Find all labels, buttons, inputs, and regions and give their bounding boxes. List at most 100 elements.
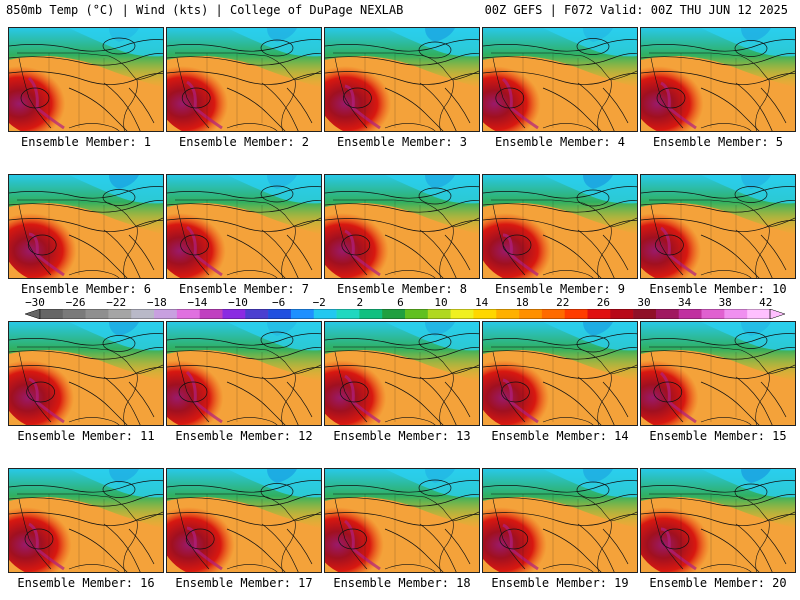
colorbar-swatch xyxy=(747,309,771,319)
colorbar-swatch xyxy=(541,309,565,319)
colorbar-swatch xyxy=(701,309,725,319)
colorbar-swatch xyxy=(633,309,657,319)
colorbar-swatch xyxy=(587,309,611,319)
temperature-map-image xyxy=(167,469,321,572)
ensemble-member-label: Ensemble Member: 13 xyxy=(333,429,471,443)
ensemble-member-label: Ensemble Member: 5 xyxy=(652,135,784,149)
temperature-map-image xyxy=(483,175,637,278)
ensemble-member-map xyxy=(324,468,480,573)
temperature-map-image xyxy=(641,28,795,131)
colorbar-tick-label: −14 xyxy=(187,296,208,309)
ensemble-member-map xyxy=(8,174,164,279)
ensemble-member-label: Ensemble Member: 9 xyxy=(494,282,626,296)
colorbar-swatch xyxy=(131,309,155,319)
temperature-map-image xyxy=(483,28,637,131)
ensemble-member-map xyxy=(8,27,164,132)
ensemble-member-label: Ensemble Member: 18 xyxy=(333,576,471,590)
ensemble-member-label: Ensemble Member: 15 xyxy=(649,429,787,443)
ensemble-member-label: Ensemble Member: 20 xyxy=(649,576,787,590)
ensemble-member-map xyxy=(166,174,322,279)
colorbar-tick-label: 22 xyxy=(556,296,570,309)
colorbar-tick-label: −10 xyxy=(228,296,248,309)
temperature-map-image xyxy=(641,322,795,425)
colorbar-swatch xyxy=(678,309,702,319)
ensemble-member-map xyxy=(324,174,480,279)
colorbar-tick-label: −2 xyxy=(312,296,326,309)
ensemble-member-label: Ensemble Member: 7 xyxy=(178,282,310,296)
temperature-map-image xyxy=(167,175,321,278)
ensemble-member-map xyxy=(8,468,164,573)
colorbar-swatch xyxy=(313,309,337,319)
colorbar-tick-label: 42 xyxy=(759,296,773,309)
temperature-map-image xyxy=(325,175,479,278)
ensemble-member-label: Ensemble Member: 12 xyxy=(175,429,313,443)
ensemble-member-map xyxy=(166,27,322,132)
temperature-map-image xyxy=(9,28,163,131)
colorbar-swatch xyxy=(336,309,360,319)
temperature-map-image xyxy=(641,175,795,278)
colorbar-swatch xyxy=(496,309,520,319)
colorbar-swatch xyxy=(290,309,315,319)
ensemble-member-map xyxy=(482,27,638,132)
ensemble-member-label: Ensemble Member: 16 xyxy=(17,576,155,590)
colorbar-tick-label: −30 xyxy=(25,296,45,309)
colorbar-tick-label: −18 xyxy=(146,296,167,309)
ensemble-member-label: Ensemble Member: 3 xyxy=(336,135,468,149)
temperature-map-image xyxy=(483,469,637,572)
colorbar-swatch xyxy=(473,309,497,319)
temperature-map-image xyxy=(9,175,163,278)
ensemble-member-map xyxy=(640,27,796,132)
colorbar-tick-label: 30 xyxy=(637,296,651,309)
ensemble-member-label: Ensemble Member: 1 xyxy=(20,135,152,149)
temperature-map-image xyxy=(641,469,795,572)
colorbar-tick-label: 34 xyxy=(677,296,692,309)
colorbar-swatch xyxy=(62,309,86,319)
ensemble-member-label: Ensemble Member: 8 xyxy=(336,282,468,296)
colorbar-swatch xyxy=(176,309,200,319)
colorbar-swatch xyxy=(564,309,588,319)
temperature-map-image xyxy=(325,28,479,131)
ensemble-member-map xyxy=(166,468,322,573)
ensemble-member-label: Ensemble Member: 11 xyxy=(17,429,155,443)
temperature-map-image xyxy=(167,28,321,131)
colorbar-swatch xyxy=(108,309,132,319)
colorbar-swatch xyxy=(222,309,246,319)
colorbar-swatch xyxy=(519,309,543,319)
ensemble-member-map xyxy=(640,321,796,426)
colorbar-arrow-right xyxy=(769,309,785,319)
colorbar-tick-label: 18 xyxy=(515,296,529,309)
temperature-map-image xyxy=(9,322,163,425)
colorbar-tick-label: 10 xyxy=(434,296,448,309)
ensemble-member-map xyxy=(482,468,638,573)
map-title: 850mb Temp (°C) | Wind (kts) | College o… xyxy=(6,3,404,17)
colorbar-tick-label: 6 xyxy=(397,296,404,309)
colorbar-swatch xyxy=(655,309,680,319)
colorbar-swatch xyxy=(40,309,64,319)
temperature-map-image xyxy=(9,469,163,572)
colorbar-swatch xyxy=(382,309,406,319)
colorbar-swatch xyxy=(724,309,748,319)
ensemble-member-label: Ensemble Member: 4 xyxy=(494,135,626,149)
colorbar-tick-label: −22 xyxy=(106,296,127,309)
temperature-map-image xyxy=(167,322,321,425)
ensemble-member-map xyxy=(166,321,322,426)
ensemble-member-map xyxy=(324,321,480,426)
colorbar-swatch xyxy=(154,309,178,319)
colorbar-swatch xyxy=(450,309,474,319)
ensemble-member-map xyxy=(640,174,796,279)
ensemble-member-label: Ensemble Member: 10 xyxy=(649,282,787,296)
ensemble-member-map xyxy=(482,321,638,426)
ensemble-member-label: Ensemble Member: 19 xyxy=(491,576,629,590)
colorbar-swatch xyxy=(405,309,429,319)
colorbar-arrow-left xyxy=(25,309,41,319)
colorbar-swatch xyxy=(610,309,634,319)
colorbar-tick-label: 2 xyxy=(356,296,364,309)
colorbar-swatch xyxy=(427,309,451,319)
temperature-colorbar xyxy=(25,309,785,319)
ensemble-member-map xyxy=(324,27,480,132)
ensemble-member-label: Ensemble Member: 6 xyxy=(20,282,152,296)
temperature-map-image xyxy=(325,469,479,572)
model-run-info: 00Z GEFS | F072 Valid: 00Z THU JUN 12 20… xyxy=(484,3,788,17)
colorbar-tick-label: 38 xyxy=(718,296,732,309)
colorbar-tick-label: −26 xyxy=(65,296,86,309)
